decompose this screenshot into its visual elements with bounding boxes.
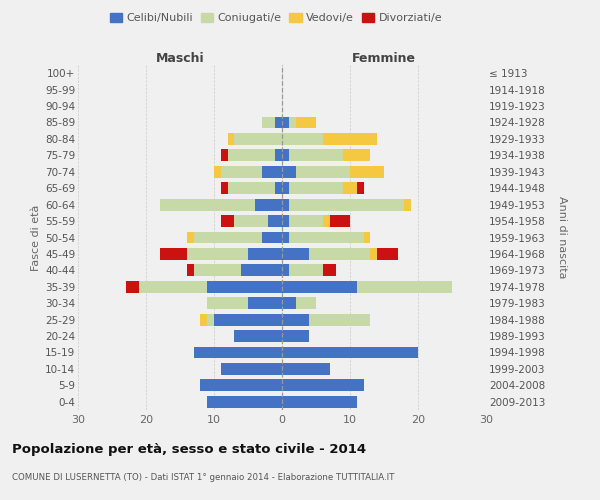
Bar [282, 330, 309, 342]
Bar [289, 232, 364, 243]
Y-axis label: Fasce di età: Fasce di età [31, 204, 41, 270]
Bar [227, 133, 235, 145]
Bar [262, 232, 282, 243]
Bar [282, 166, 296, 177]
Bar [282, 182, 289, 194]
Bar [227, 150, 275, 162]
Bar [282, 248, 309, 260]
Bar [275, 150, 282, 162]
Bar [235, 133, 282, 145]
Bar [275, 182, 282, 194]
Bar [309, 248, 370, 260]
Bar [309, 314, 370, 326]
Bar [207, 298, 248, 309]
Text: Maschi: Maschi [155, 52, 205, 65]
Bar [241, 264, 282, 276]
Bar [282, 380, 364, 392]
Bar [268, 215, 282, 227]
Bar [282, 281, 357, 292]
Bar [323, 264, 337, 276]
Text: Popolazione per età, sesso e stato civile - 2014: Popolazione per età, sesso e stato civil… [12, 442, 366, 456]
Bar [350, 166, 384, 177]
Bar [282, 133, 323, 145]
Bar [289, 198, 404, 210]
Legend: Celibi/Nubili, Coniugati/e, Vedovi/e, Divorziati/e: Celibi/Nubili, Coniugati/e, Vedovi/e, Di… [106, 8, 446, 28]
Bar [282, 264, 289, 276]
Text: Femmine: Femmine [352, 52, 416, 65]
Bar [404, 198, 411, 210]
Bar [296, 166, 350, 177]
Bar [248, 248, 282, 260]
Bar [275, 116, 282, 128]
Bar [262, 116, 275, 128]
Bar [370, 248, 377, 260]
Bar [282, 198, 289, 210]
Bar [282, 363, 329, 375]
Bar [187, 264, 194, 276]
Bar [282, 116, 289, 128]
Bar [194, 232, 262, 243]
Text: COMUNE DI LUSERNETTA (TO) - Dati ISTAT 1° gennaio 2014 - Elaborazione TUTTITALIA: COMUNE DI LUSERNETTA (TO) - Dati ISTAT 1… [12, 472, 394, 482]
Bar [139, 281, 207, 292]
Bar [221, 182, 227, 194]
Bar [289, 215, 323, 227]
Bar [207, 396, 282, 407]
Bar [194, 346, 282, 358]
Bar [296, 116, 316, 128]
Bar [207, 314, 214, 326]
Bar [343, 182, 357, 194]
Bar [235, 330, 282, 342]
Bar [289, 182, 343, 194]
Bar [227, 182, 275, 194]
Bar [329, 215, 350, 227]
Bar [296, 298, 316, 309]
Bar [255, 198, 282, 210]
Bar [160, 198, 255, 210]
Bar [207, 281, 282, 292]
Bar [289, 150, 343, 162]
Bar [248, 298, 282, 309]
Bar [200, 314, 207, 326]
Bar [187, 232, 194, 243]
Bar [125, 281, 139, 292]
Bar [282, 232, 289, 243]
Bar [235, 215, 268, 227]
Bar [377, 248, 398, 260]
Bar [323, 133, 377, 145]
Bar [323, 215, 329, 227]
Bar [160, 248, 187, 260]
Bar [282, 150, 289, 162]
Bar [221, 363, 282, 375]
Bar [282, 346, 418, 358]
Bar [221, 150, 227, 162]
Bar [187, 248, 248, 260]
Y-axis label: Anni di nascita: Anni di nascita [557, 196, 567, 279]
Bar [200, 380, 282, 392]
Bar [282, 298, 296, 309]
Bar [282, 396, 357, 407]
Bar [194, 264, 241, 276]
Bar [357, 182, 364, 194]
Bar [214, 314, 282, 326]
Bar [357, 281, 452, 292]
Bar [343, 150, 370, 162]
Bar [221, 215, 235, 227]
Bar [282, 314, 309, 326]
Bar [289, 264, 323, 276]
Bar [364, 232, 370, 243]
Bar [289, 116, 296, 128]
Bar [262, 166, 282, 177]
Bar [221, 166, 262, 177]
Bar [282, 215, 289, 227]
Bar [214, 166, 221, 177]
